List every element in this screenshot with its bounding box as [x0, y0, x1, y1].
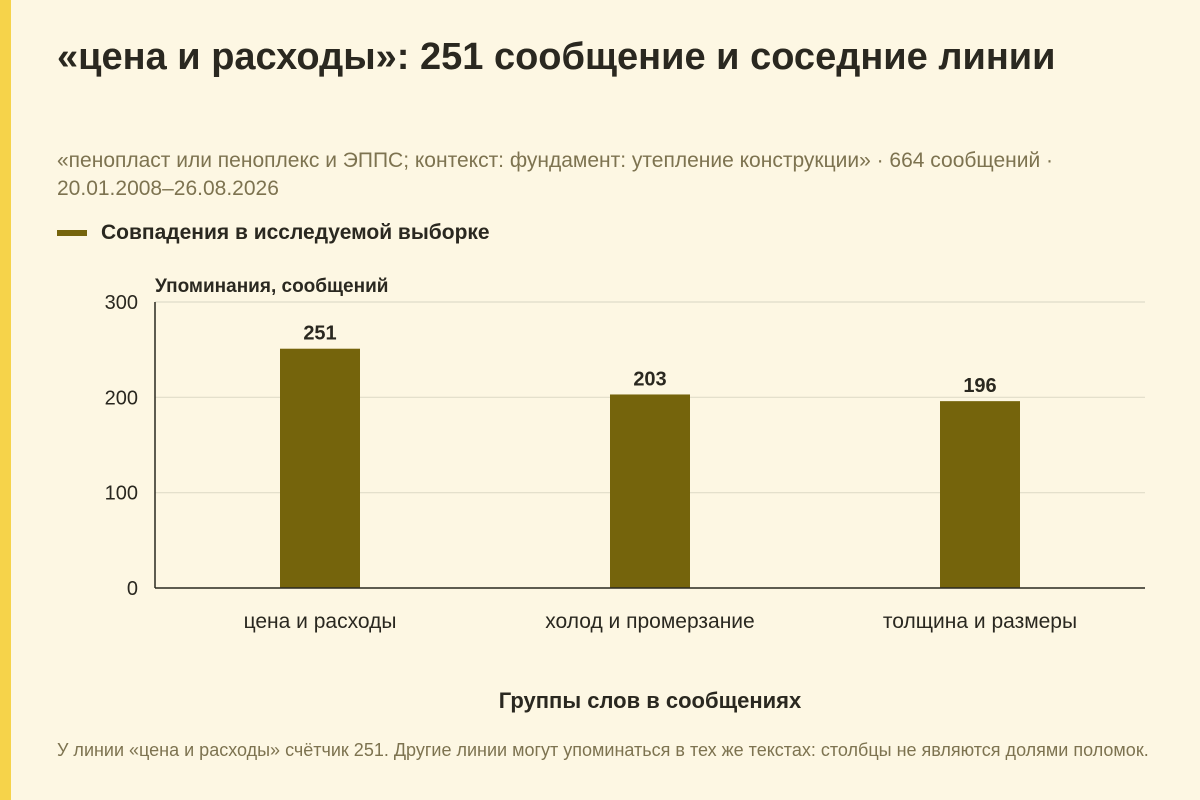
- y-tick-label: 200: [105, 387, 138, 409]
- y-axis-ticks: 0 100 200 300: [105, 292, 138, 600]
- bar-value-label: 251: [303, 323, 336, 345]
- bar: [610, 394, 690, 588]
- y-axis-label: Упоминания, сообщений: [155, 276, 388, 297]
- accent-stripe: [0, 0, 11, 800]
- legend-label: Совпадения в исследуемой выборке: [101, 221, 490, 244]
- y-tick-label: 100: [105, 483, 138, 505]
- bar: [940, 401, 1020, 588]
- y-tick-label: 0: [127, 578, 138, 600]
- bar-value-label: 203: [633, 368, 666, 390]
- x-tick-label: толщина и размеры: [883, 610, 1077, 633]
- y-tick-label: 300: [105, 292, 138, 314]
- x-axis-label: Группы слов в сообщениях: [499, 688, 802, 713]
- bars: 251 цена и расходы 203 холод и промерзание 1…: [244, 323, 1078, 633]
- x-tick-label: цена и расходы: [244, 610, 397, 633]
- bar-value-label: 196: [963, 375, 996, 397]
- footnote: У линии «цена и расходы» счётчик 251. Др…: [57, 740, 1149, 760]
- axes: [154, 302, 1145, 589]
- chart-subtitle: «пенопласт или пеноплекс и ЭППС; контекс…: [57, 149, 1054, 200]
- legend: Совпадения в исследуемой выборке: [57, 219, 490, 247]
- x-tick-label: холод и промерзание: [545, 610, 754, 633]
- chart-title: «цена и расходы»: 251 сообщение и соседн…: [57, 36, 1056, 78]
- legend-swatch: [57, 230, 87, 236]
- bar: [280, 348, 360, 588]
